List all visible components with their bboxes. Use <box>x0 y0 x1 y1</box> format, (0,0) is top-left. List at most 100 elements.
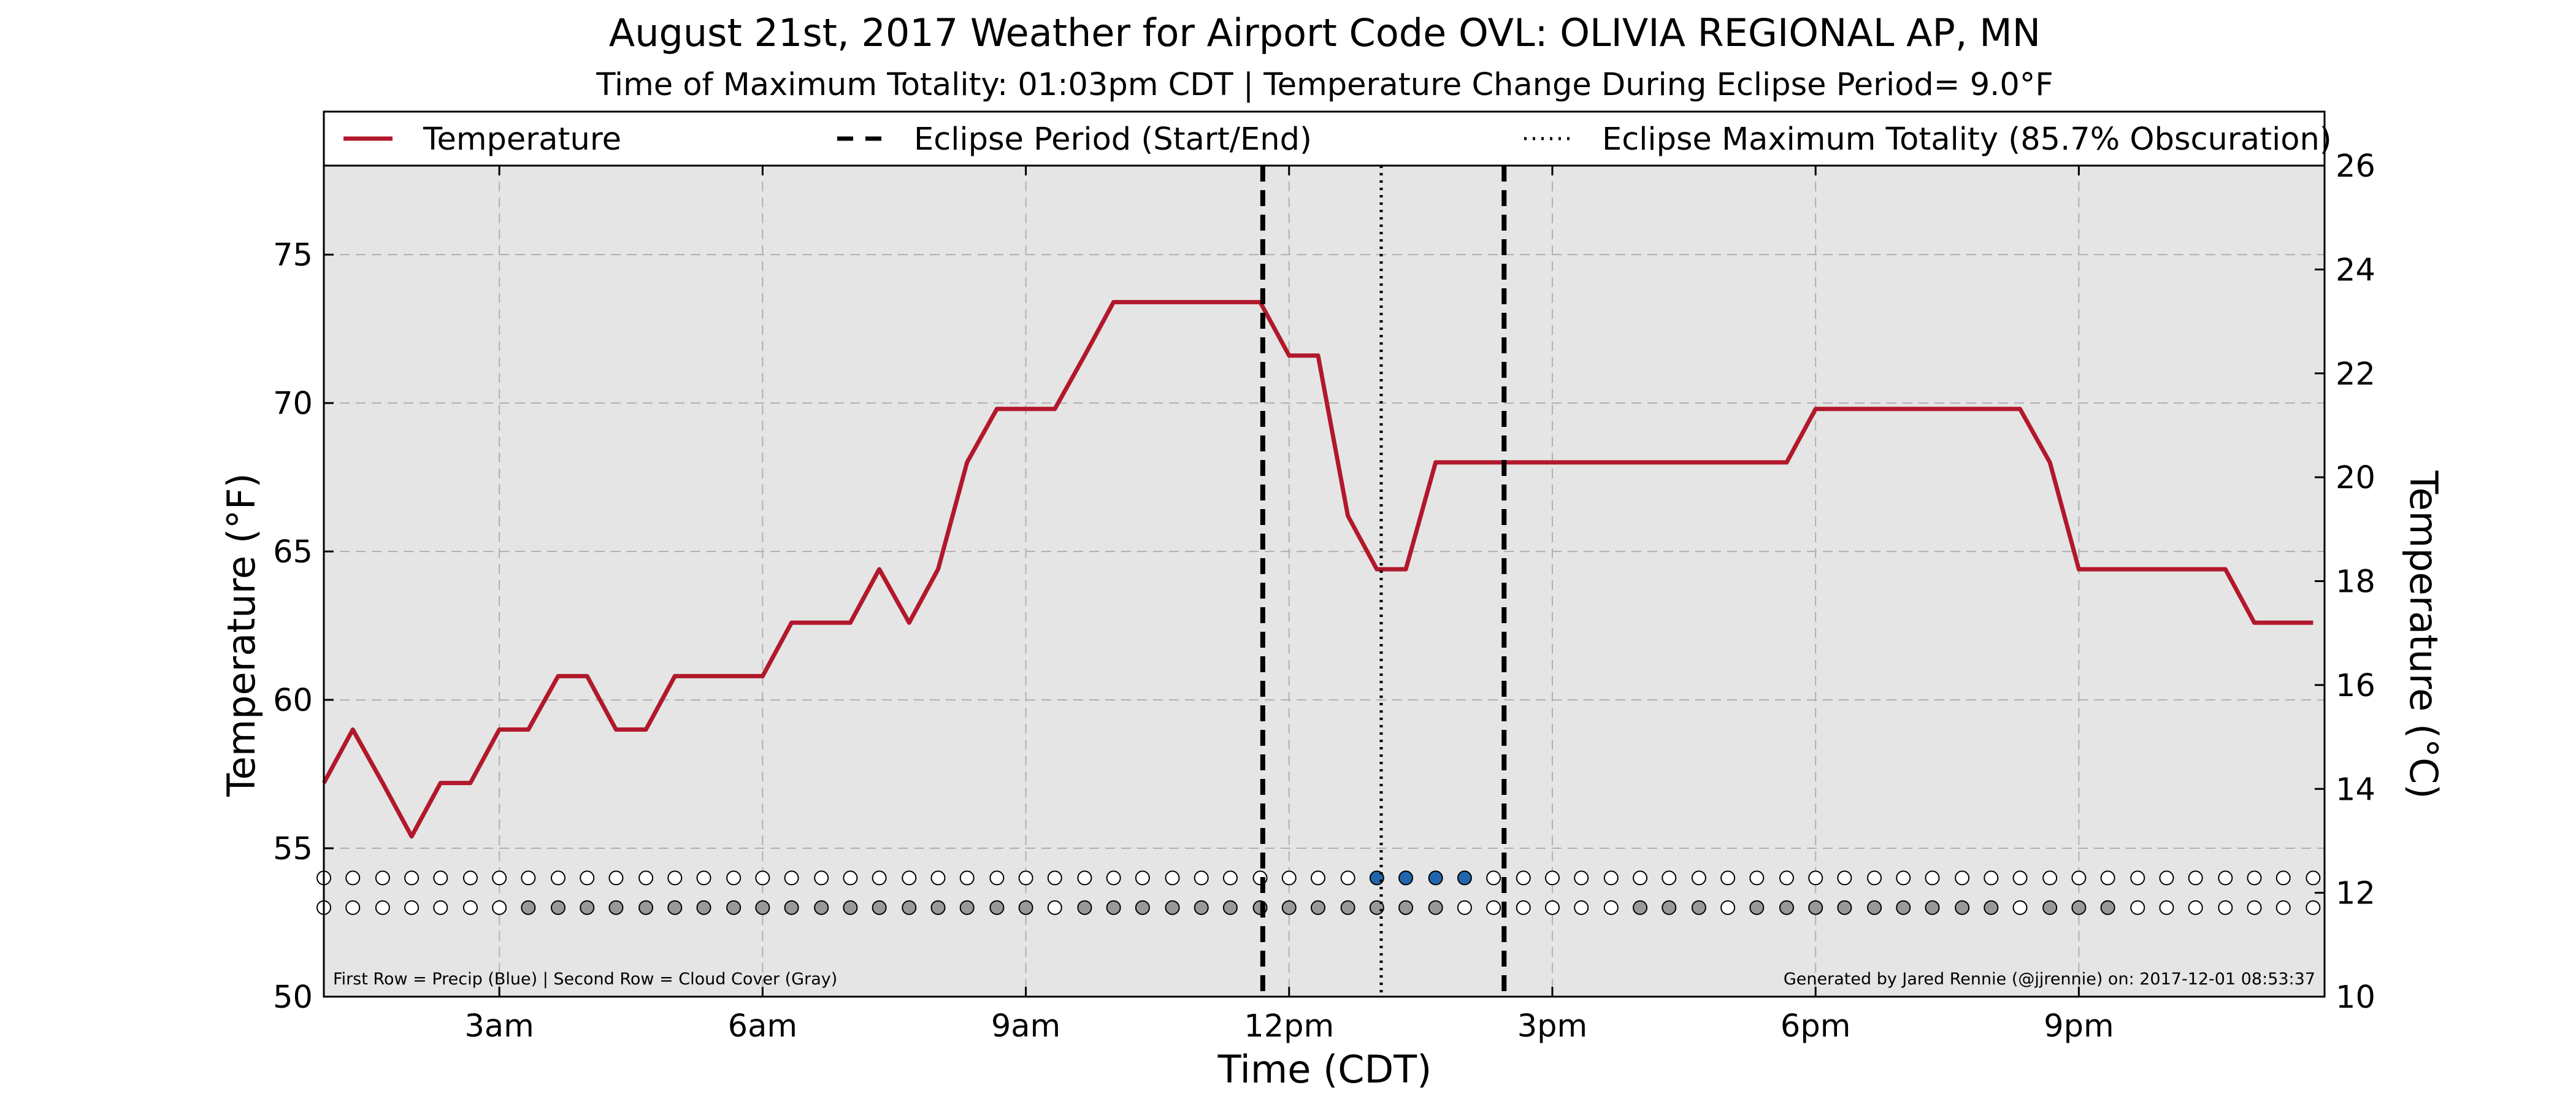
cloud-cover-marker <box>1603 900 1619 915</box>
x-tick-label: 9am <box>991 1008 1060 1045</box>
precip-marker <box>1574 870 1589 886</box>
cloud-cover-marker <box>2071 900 2087 915</box>
cloud-cover-marker <box>2306 900 2321 915</box>
precip-marker <box>1194 870 1209 886</box>
cloud-cover-marker <box>1457 900 1472 915</box>
cloud-cover-marker <box>696 900 711 915</box>
legend-temperature-label: Temperature <box>423 121 621 158</box>
precip-marker <box>1837 870 1852 886</box>
precip-marker <box>1398 870 1414 886</box>
precip-marker <box>521 870 536 886</box>
precip-marker <box>1310 870 1325 886</box>
precip-marker <box>930 870 946 886</box>
temperature-series-line <box>321 300 2313 839</box>
precip-marker <box>1867 870 1882 886</box>
cloud-cover-marker <box>2100 900 2115 915</box>
x-tick-label: 9pm <box>2044 1008 2114 1045</box>
cloud-cover-marker <box>433 900 448 915</box>
cloud-cover-marker <box>902 900 917 915</box>
precip-marker <box>843 870 858 886</box>
precip-marker <box>1135 870 1150 886</box>
cloud-cover-marker <box>580 900 595 915</box>
precip-marker <box>1486 870 1501 886</box>
cloud-cover-marker <box>345 900 361 915</box>
cloud-cover-marker <box>492 900 507 915</box>
cloud-cover-marker <box>784 900 799 915</box>
precip-marker <box>1808 870 1823 886</box>
cloud-cover-marker <box>1837 900 1852 915</box>
y-tick-label-left: 70 <box>273 386 313 422</box>
precip-marker <box>667 870 683 886</box>
precip-marker <box>872 870 887 886</box>
precip-marker <box>2275 870 2291 886</box>
cloud-cover-marker <box>2247 900 2262 915</box>
precip-marker <box>433 870 448 886</box>
precip-marker <box>1077 870 1092 886</box>
precip-marker <box>1047 870 1062 886</box>
precip-marker <box>580 870 595 886</box>
legend-box <box>323 110 2326 167</box>
precip-marker <box>1925 870 1940 886</box>
precip-marker <box>2071 870 2087 886</box>
precip-marker <box>404 870 420 886</box>
precip-marker <box>2306 870 2321 886</box>
precip-marker <box>1516 870 1531 886</box>
cloud-cover-marker <box>1194 900 1209 915</box>
precip-marker <box>2012 870 2028 886</box>
cloud-cover-marker <box>1281 900 1297 915</box>
chart-title: August 21st, 2017 Weather for Airport Co… <box>609 10 2041 55</box>
cloud-cover-marker <box>1984 900 1999 915</box>
precip-marker <box>1691 870 1706 886</box>
legend-max-totality-label: Eclipse Maximum Totality (85.7% Obscurat… <box>1602 121 2332 158</box>
precip-marker <box>1720 870 1736 886</box>
x-tick-label: 3pm <box>1517 1008 1588 1045</box>
precip-marker <box>1779 870 1794 886</box>
precip-marker <box>1662 870 1677 886</box>
x-tick-label: 3am <box>464 1008 534 1045</box>
cloud-cover-marker <box>1340 900 1355 915</box>
cloud-cover-marker <box>1486 900 1501 915</box>
precip-marker <box>1281 870 1297 886</box>
cloud-cover-marker <box>1310 900 1325 915</box>
y-tick-label-right: 12 <box>2336 876 2375 912</box>
cloud-cover-marker <box>814 900 829 915</box>
precip-marker <box>1603 870 1619 886</box>
cloud-cover-marker <box>462 900 478 915</box>
cloud-cover-marker <box>1018 900 1033 915</box>
precip-marker <box>492 870 507 886</box>
x-tick-label: 12pm <box>1244 1008 1334 1045</box>
cloud-cover-marker <box>550 900 565 915</box>
cloud-cover-marker <box>1633 900 1648 915</box>
cloud-cover-marker <box>1077 900 1092 915</box>
y-tick-label-right: 20 <box>2336 460 2375 496</box>
cloud-cover-marker <box>608 900 624 915</box>
cloud-cover-marker <box>2275 900 2291 915</box>
cloud-cover-marker <box>1955 900 1970 915</box>
cloud-cover-marker <box>375 900 390 915</box>
cloud-cover-marker <box>1047 900 1062 915</box>
cloud-cover-marker <box>2218 900 2233 915</box>
precip-marker <box>550 870 565 886</box>
cloud-cover-marker <box>1165 900 1180 915</box>
precip-marker <box>1340 870 1355 886</box>
cloud-cover-marker <box>2042 900 2058 915</box>
cloud-cover-marker <box>1691 900 1706 915</box>
cloud-cover-marker <box>755 900 770 915</box>
cloud-cover-marker <box>1925 900 1940 915</box>
precip-marker <box>696 870 711 886</box>
y-tick-label-right: 10 <box>2336 979 2375 1016</box>
cloud-cover-marker <box>1749 900 1765 915</box>
precip-marker <box>2218 870 2233 886</box>
precip-marker <box>1544 870 1560 886</box>
chart-subtitle: Time of Maximum Totality: 01:03pm CDT | … <box>596 67 2053 103</box>
cloud-cover-marker <box>404 900 420 915</box>
cloud-cover-marker <box>1398 900 1414 915</box>
cloud-cover-marker <box>1544 900 1560 915</box>
cloud-cover-marker <box>1106 900 1121 915</box>
precip-marker <box>1633 870 1648 886</box>
footnote-right: Generated by Jared Rennie (@jjrennie) on… <box>1784 970 2315 989</box>
precip-marker <box>2188 870 2203 886</box>
precip-marker <box>989 870 1005 886</box>
legend-eclipse-period-label: Eclipse Period (Start/End) <box>914 121 1312 158</box>
y-tick-label-left: 55 <box>273 831 313 867</box>
